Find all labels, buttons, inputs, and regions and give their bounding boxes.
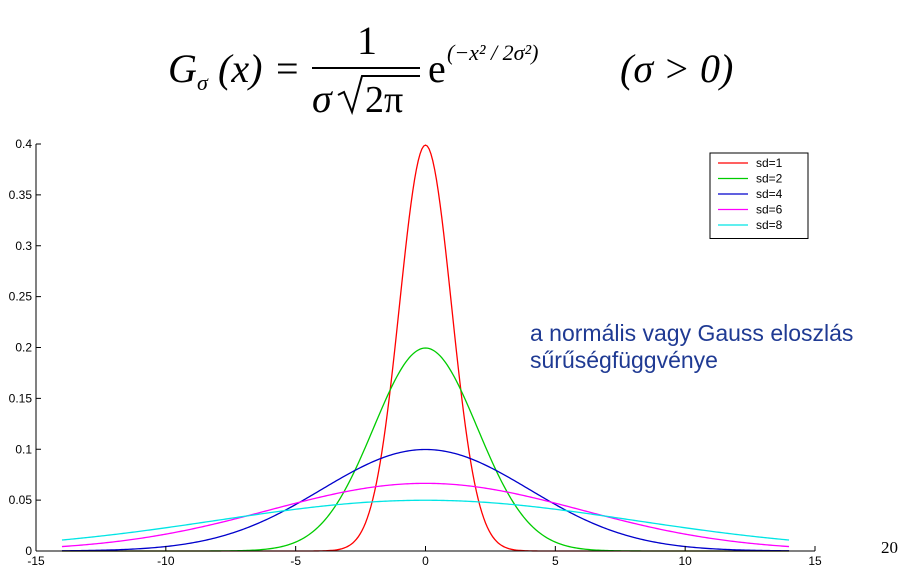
legend-label: sd=1 <box>756 156 783 170</box>
legend-label: sd=4 <box>756 187 783 201</box>
caption: a normális vagy Gauss eloszlás sűrűségfü… <box>530 320 853 374</box>
gaussian-chart: -15 -10 -5 0 5 10 15 0 0.05 0.1 0.15 0.2 0.25 0.3 0.35… <box>9 137 822 568</box>
axes: -15 -10 -5 0 5 10 15 0 0.05 0.1 0.15 0.2 0.25 0.3 0.35… <box>9 137 822 568</box>
formula-denominator-root: 2π <box>365 79 403 121</box>
formula-denominator-sigma: σ <box>312 76 333 121</box>
formula-equals: = <box>276 46 299 91</box>
formula-exponent: (−x² / 2σ²) <box>447 40 538 65</box>
x-tick-label: 15 <box>808 554 822 568</box>
series-line-sd=6 <box>61 482 790 548</box>
y-tick-label: 0.15 <box>9 391 33 405</box>
y-tick-label: 0 <box>25 544 32 558</box>
y-tick-label: 0.25 <box>9 290 33 304</box>
x-tick-label: -15 <box>27 554 45 568</box>
formula-exp-base: e <box>428 46 446 91</box>
legend: sd=1 sd=2sd=4 sd=6sd=8 <box>709 152 809 239</box>
formula-argument: (x) <box>218 46 262 91</box>
x-tick-label: -5 <box>290 554 301 568</box>
formula-subscript: σ <box>197 70 209 95</box>
formula-g: G <box>168 46 197 91</box>
y-tick-label: 0.05 <box>9 493 33 507</box>
formula-condition: (σ > 0) <box>620 46 733 91</box>
x-tick-label: 0 <box>422 554 429 568</box>
series-line-sd=4 <box>61 448 790 552</box>
formula-svg: G σ (x) = 1 σ 2π e (−x² / 2σ²) (σ > 0) <box>168 18 733 121</box>
page-number: 20 <box>881 538 898 557</box>
legend-box <box>709 152 809 239</box>
caption-line-1: a normális vagy Gauss eloszlás <box>530 320 854 346</box>
y-tick-label: 0.35 <box>9 188 33 202</box>
legend-label: sd=2 <box>756 172 783 186</box>
sqrt-sign <box>337 75 420 116</box>
y-tick-label: 0.4 <box>15 137 32 151</box>
legend-label: sd=6 <box>756 203 783 217</box>
caption-line-2: sűrűségfüggvénye <box>530 347 718 373</box>
x-tick-label: -10 <box>157 554 175 568</box>
x-tick-label: 5 <box>552 554 559 568</box>
y-tick-label: 0.2 <box>15 341 32 355</box>
series-line-sd=8 <box>61 499 790 541</box>
legend-label: sd=8 <box>756 218 783 232</box>
formula-numerator: 1 <box>357 18 377 63</box>
chart-container: -15 -10 -5 0 5 10 15 0 0.05 0.1 0.15 0.2 0.25 0.3 0.35… <box>0 130 912 588</box>
y-tick-label: 0.1 <box>15 442 32 456</box>
x-tick-label: 10 <box>678 554 692 568</box>
y-tick-label: 0.3 <box>15 239 32 253</box>
formula: G σ (x) = 1 σ 2π e (−x² / 2σ²) (σ > 0) <box>0 0 912 125</box>
